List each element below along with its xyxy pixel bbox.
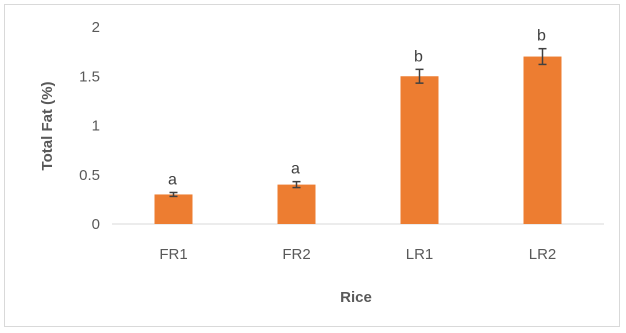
y-tick-label: 1: [92, 118, 100, 135]
bar-fr2: [277, 184, 316, 224]
x-axis-title: Rice: [340, 289, 372, 306]
error-bar: [169, 191, 178, 198]
bar-lr1: [400, 76, 439, 224]
bars-group: a a b b: [154, 28, 562, 224]
significance-label: a: [168, 171, 177, 188]
error-bar: [292, 180, 301, 189]
significance-label: b: [537, 28, 546, 45]
y-axis-ticks: 0 0.5 1 1.5 2: [79, 19, 100, 233]
y-tick-label: 0: [92, 216, 100, 233]
x-tick-label: FR1: [159, 246, 187, 263]
significance-label: a: [291, 161, 300, 178]
x-axis-ticks: FR1 FR2 LR1 LR2: [159, 246, 556, 263]
significance-label: b: [414, 48, 423, 65]
bar-fr1: [154, 194, 193, 224]
y-axis-title: Total Fat (%): [39, 82, 56, 171]
error-bar: [538, 47, 547, 66]
bar-lr2: [523, 56, 562, 224]
y-tick-label: 2: [92, 19, 100, 36]
x-tick-label: LR2: [529, 246, 557, 263]
y-tick-label: 0.5: [79, 167, 100, 184]
y-tick-label: 1.5: [79, 68, 100, 85]
error-bar: [415, 68, 424, 84]
x-tick-label: LR1: [406, 246, 434, 263]
chart-area: [4, 4, 620, 327]
x-tick-label: FR2: [282, 246, 310, 263]
